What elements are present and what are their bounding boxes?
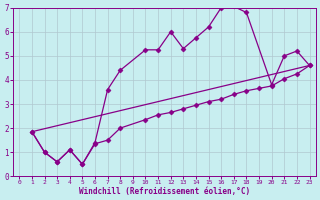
X-axis label: Windchill (Refroidissement éolien,°C): Windchill (Refroidissement éolien,°C) <box>79 187 250 196</box>
